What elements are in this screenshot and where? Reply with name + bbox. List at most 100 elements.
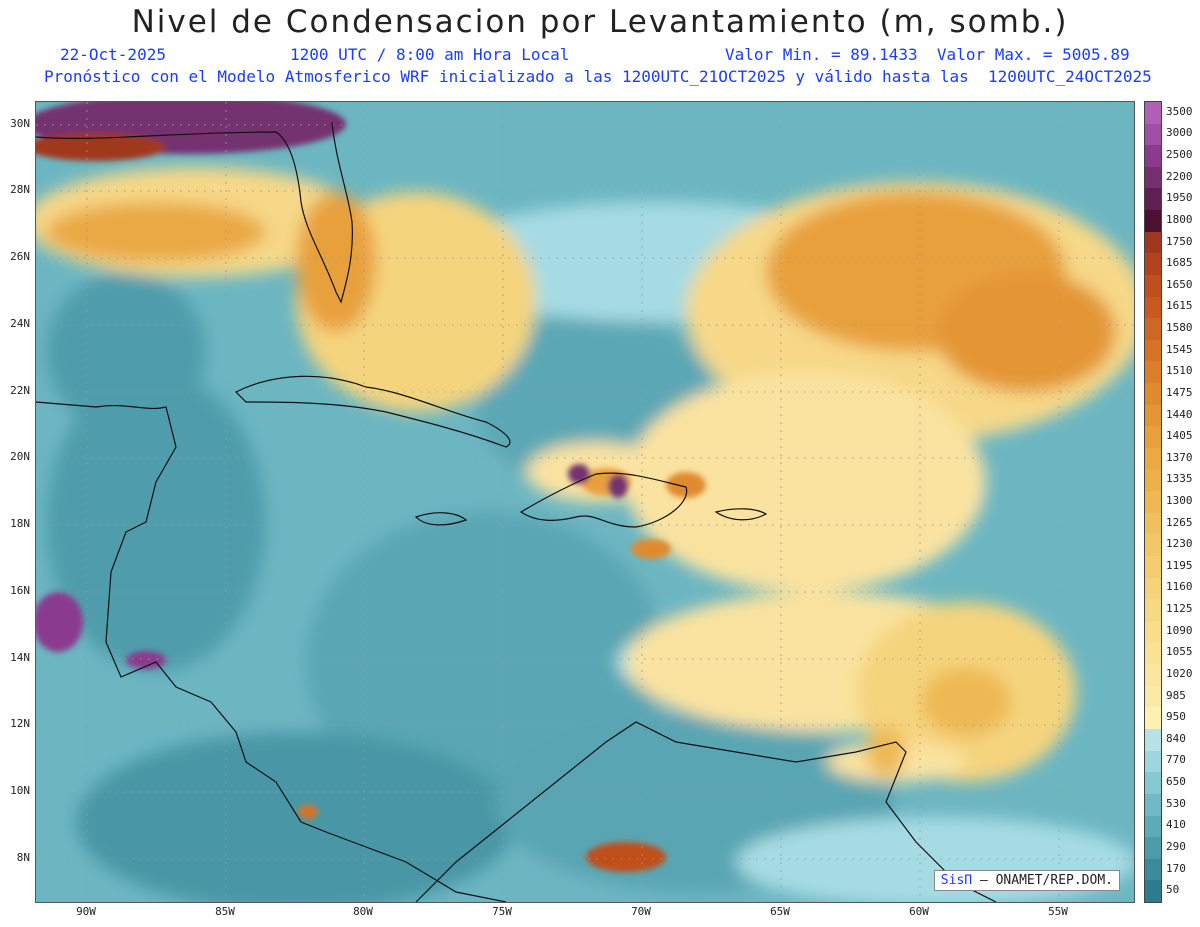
legend-label: 1405: [1166, 429, 1193, 443]
legend-label: 1020: [1166, 666, 1193, 680]
lon-label: 80W: [353, 905, 373, 918]
legend-swatch: [1145, 534, 1161, 557]
legend-swatch: [1145, 491, 1161, 514]
legend-swatch: [1145, 469, 1161, 492]
forecast-time: 1200 UTC / 8:00 am Hora Local: [290, 45, 570, 64]
jamaica-island: [414, 512, 468, 526]
legend-swatch: [1145, 556, 1161, 579]
legend-label: 1195: [1166, 558, 1193, 572]
legend-swatch: [1145, 664, 1161, 687]
legend-swatch: [1145, 166, 1161, 189]
legend-label: 770: [1166, 753, 1186, 767]
legend-swatch: [1145, 729, 1161, 752]
legend-swatch: [1145, 274, 1161, 298]
puerto-rico-island: [714, 508, 768, 521]
value-range: Valor Min. = 89.1433 Valor Max. = 5005.8…: [725, 45, 1130, 64]
lon-label: 65W: [770, 905, 790, 918]
legend-label: 1230: [1166, 537, 1193, 551]
lat-label: 26N: [10, 250, 30, 263]
legend-swatch: [1145, 793, 1161, 816]
legend-label: 1440: [1166, 407, 1193, 421]
legend-label: 50: [1166, 883, 1180, 897]
hispaniola-island: [519, 472, 688, 528]
south-america-coast: [415, 721, 997, 902]
legend-label: 840: [1166, 731, 1186, 745]
legend-label: 1950: [1166, 191, 1193, 205]
lat-label: 24N: [10, 317, 30, 330]
legend-label: 1090: [1166, 623, 1193, 637]
legend-label: 1265: [1166, 515, 1193, 529]
legend-swatch: [1145, 858, 1161, 881]
legend-swatch: [1145, 145, 1161, 168]
legend-label: 1335: [1166, 472, 1193, 486]
legend-swatch: [1145, 837, 1161, 860]
legend-label: 1650: [1166, 277, 1193, 291]
legend-swatch: [1145, 880, 1161, 903]
lon-label: 90W: [76, 905, 96, 918]
legend-label: 1750: [1166, 234, 1193, 248]
legend-swatch: [1145, 296, 1161, 319]
lon-label: 55W: [1048, 905, 1068, 918]
legend-swatch: [1145, 707, 1161, 730]
lon-label: 70W: [631, 905, 651, 918]
sispi-logo: SisΠ: [940, 873, 973, 888]
legend-label: 1125: [1166, 602, 1193, 616]
map-graticule: [36, 102, 1134, 902]
legend-swatch: [1145, 577, 1161, 600]
legend-label: 1160: [1166, 580, 1193, 594]
cuba-island: [234, 375, 511, 448]
lon-label: 60W: [909, 905, 929, 918]
coastlines: [36, 121, 997, 902]
legend-label: 650: [1166, 775, 1186, 789]
model-description: Pronóstico con el Modelo Atmosferico WRF…: [44, 67, 1152, 86]
legend-label: 1370: [1166, 450, 1193, 464]
lat-label: 22N: [10, 384, 30, 397]
legend-label: 1300: [1166, 494, 1193, 507]
legend-label: 1545: [1166, 342, 1193, 356]
credit-text: – ONAMET/REP.DOM.: [979, 873, 1113, 888]
legend-label: 410: [1166, 818, 1186, 832]
central-america-coast: [36, 401, 507, 902]
legend-swatch: [1145, 815, 1161, 838]
legend-swatch: [1145, 685, 1161, 708]
florida-us-coast: [36, 121, 353, 304]
legend-swatch: [1145, 599, 1161, 622]
lon-label: 85W: [215, 905, 235, 918]
legend-swatch: [1145, 404, 1161, 427]
lat-label: 12N: [10, 717, 30, 730]
legend-swatch: [1145, 210, 1161, 233]
legend-swatch: [1145, 512, 1161, 535]
legend-swatch: [1145, 447, 1161, 471]
lat-label: 30N: [10, 117, 30, 130]
legend-label: 985: [1166, 688, 1186, 702]
legend-swatch: [1145, 426, 1161, 449]
lat-label: 28N: [10, 183, 30, 196]
legend-swatch: [1145, 339, 1161, 362]
legend-swatch: [1145, 102, 1161, 125]
lat-label: 18N: [10, 517, 30, 530]
lat-label: 14N: [10, 651, 30, 664]
legend-label: 1615: [1166, 299, 1193, 313]
lat-label: 10N: [10, 784, 30, 797]
lcl-forecast-map: [35, 101, 1135, 903]
legend-label: 170: [1166, 861, 1186, 875]
legend-swatch: [1145, 231, 1161, 254]
color-scale-bar: [1144, 101, 1162, 903]
legend-label: 3500: [1166, 104, 1193, 118]
legend-swatch: [1145, 383, 1161, 406]
legend-swatch: [1145, 253, 1161, 276]
map-canvas: [36, 102, 1134, 902]
legend-swatch: [1145, 642, 1161, 665]
legend-swatch: [1145, 750, 1161, 773]
lon-label: 75W: [492, 905, 512, 918]
legend-swatch: [1145, 318, 1161, 341]
lat-label: 20N: [10, 450, 30, 463]
legend-label: 530: [1166, 796, 1186, 810]
lat-label: 16N: [10, 584, 30, 597]
forecast-date: 22-Oct-2025: [60, 45, 166, 64]
legend-label: 2500: [1166, 148, 1193, 162]
legend-swatch: [1145, 123, 1161, 146]
credit-box: SisΠ – ONAMET/REP.DOM.: [933, 870, 1120, 891]
legend-swatch: [1145, 772, 1161, 795]
legend-label: 290: [1166, 839, 1186, 853]
